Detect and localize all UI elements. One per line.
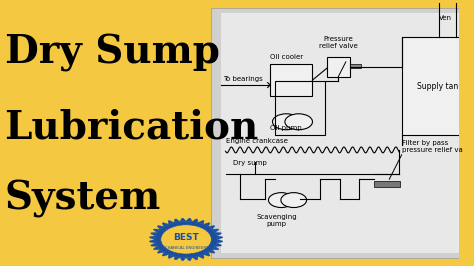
Polygon shape bbox=[203, 252, 210, 256]
Polygon shape bbox=[180, 257, 186, 261]
Bar bbox=[401, 37, 474, 135]
Text: Oil pump: Oil pump bbox=[270, 125, 302, 131]
Bar bbox=[349, 64, 361, 68]
Polygon shape bbox=[217, 236, 223, 239]
Polygon shape bbox=[168, 221, 174, 224]
Circle shape bbox=[273, 114, 300, 130]
Polygon shape bbox=[208, 250, 215, 253]
Polygon shape bbox=[215, 243, 221, 246]
Text: Engine crankcase: Engine crankcase bbox=[226, 138, 287, 144]
Text: Pressure
relief valve: Pressure relief valve bbox=[319, 36, 358, 49]
Bar bbox=[327, 57, 349, 77]
Text: System: System bbox=[5, 181, 161, 218]
Polygon shape bbox=[180, 218, 186, 222]
Polygon shape bbox=[186, 257, 192, 261]
Polygon shape bbox=[212, 246, 219, 250]
Polygon shape bbox=[186, 218, 192, 222]
Bar bbox=[374, 181, 400, 187]
Polygon shape bbox=[149, 236, 155, 239]
Polygon shape bbox=[208, 226, 215, 229]
Circle shape bbox=[155, 221, 218, 257]
Polygon shape bbox=[212, 229, 219, 232]
Bar bbox=[270, 64, 312, 96]
Circle shape bbox=[268, 193, 294, 207]
Circle shape bbox=[281, 193, 307, 207]
Polygon shape bbox=[211, 8, 469, 258]
Polygon shape bbox=[153, 246, 160, 250]
Circle shape bbox=[161, 225, 211, 254]
Polygon shape bbox=[198, 221, 204, 224]
Text: Filter by pass
pressure relief va: Filter by pass pressure relief va bbox=[401, 140, 463, 153]
Polygon shape bbox=[151, 232, 157, 236]
Text: Dry sump: Dry sump bbox=[233, 160, 267, 166]
Polygon shape bbox=[153, 229, 160, 232]
Polygon shape bbox=[157, 226, 164, 229]
Polygon shape bbox=[215, 232, 221, 236]
Polygon shape bbox=[157, 250, 164, 253]
Polygon shape bbox=[198, 255, 204, 258]
Polygon shape bbox=[192, 256, 198, 260]
Polygon shape bbox=[192, 219, 198, 223]
Bar bbox=[275, 81, 325, 135]
Polygon shape bbox=[151, 243, 157, 246]
Text: BEST: BEST bbox=[173, 232, 199, 242]
Polygon shape bbox=[149, 239, 155, 243]
Polygon shape bbox=[162, 223, 169, 227]
Text: To bearings: To bearings bbox=[223, 76, 263, 82]
Text: Lubrication: Lubrication bbox=[5, 109, 259, 147]
Polygon shape bbox=[220, 13, 469, 253]
Text: MECHANICAL ENGINEERING: MECHANICAL ENGINEERING bbox=[159, 246, 213, 250]
Text: Supply tan: Supply tan bbox=[417, 82, 458, 91]
Circle shape bbox=[285, 114, 312, 130]
Polygon shape bbox=[162, 252, 169, 256]
Polygon shape bbox=[174, 256, 180, 260]
Polygon shape bbox=[168, 255, 174, 258]
Polygon shape bbox=[217, 239, 223, 243]
Polygon shape bbox=[203, 223, 210, 227]
Polygon shape bbox=[174, 219, 180, 223]
Text: Dry Sump: Dry Sump bbox=[5, 34, 219, 72]
Text: Scavenging
pump: Scavenging pump bbox=[256, 214, 297, 227]
Text: Oil cooler: Oil cooler bbox=[270, 54, 303, 60]
Text: Ven: Ven bbox=[439, 15, 452, 21]
